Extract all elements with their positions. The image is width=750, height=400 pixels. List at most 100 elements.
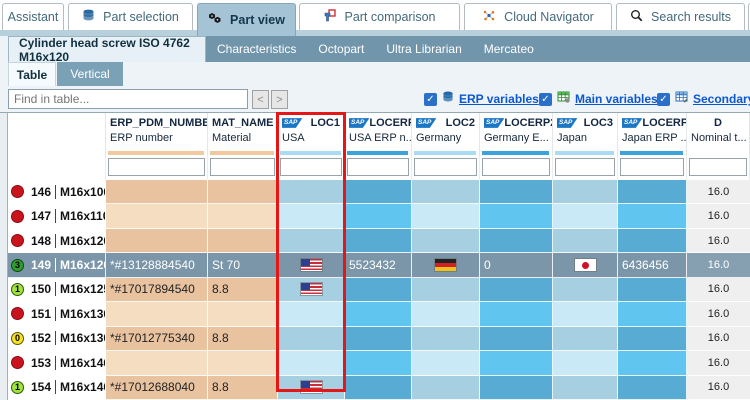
- loc2-cell[interactable]: [412, 375, 480, 400]
- header-locerp3[interactable]: SAPLOCERP3 Japan ERP ...: [618, 113, 687, 156]
- locerp2-cell[interactable]: [480, 326, 553, 352]
- locerp3-cell[interactable]: [618, 204, 687, 229]
- material-cell[interactable]: St 70: [208, 253, 278, 278]
- loc3-cell[interactable]: [553, 277, 618, 303]
- header-d[interactable]: D Nominal t...: [687, 113, 750, 156]
- tab-search-results[interactable]: Search results: [616, 3, 745, 30]
- menu-octopart[interactable]: Octopart: [318, 42, 365, 56]
- d-cell[interactable]: 16.0: [687, 302, 750, 327]
- loc3-cell[interactable]: [553, 204, 618, 229]
- loc2-cell[interactable]: [412, 351, 480, 376]
- locerp2-cell[interactable]: [480, 180, 553, 205]
- erp-number-cell[interactable]: *#17012775340: [106, 326, 208, 352]
- loc1-cell[interactable]: [278, 228, 345, 254]
- loc2-cell[interactable]: [412, 180, 480, 205]
- material-cell[interactable]: [208, 204, 278, 229]
- active-document-tab[interactable]: Cylinder head screw ISO 4762 M16x120: [8, 36, 206, 64]
- loc2-cell[interactable]: [412, 253, 480, 278]
- locerp1-cell[interactable]: [345, 277, 412, 303]
- header-locerp1[interactable]: SAPLOCERP1 USA ERP n...: [345, 113, 412, 156]
- locerp2-cell[interactable]: [480, 351, 553, 376]
- locerp2-cell[interactable]: [480, 204, 553, 229]
- locerp2-cell[interactable]: [480, 302, 553, 327]
- locerp3-cell[interactable]: [618, 302, 687, 327]
- locerp1-cell[interactable]: [345, 375, 412, 400]
- loc1-cell[interactable]: [278, 277, 345, 303]
- filter-input-mat-name[interactable]: [210, 158, 275, 176]
- header-loc2[interactable]: SAP LOC2 Germany: [412, 113, 480, 156]
- find-next-button[interactable]: >: [271, 90, 288, 109]
- loc1-cell[interactable]: [278, 326, 345, 352]
- filter-input-locerp2[interactable]: [482, 158, 550, 176]
- loc1-cell[interactable]: [278, 253, 345, 278]
- find-in-table-input[interactable]: [8, 89, 248, 109]
- material-cell[interactable]: [208, 228, 278, 254]
- locerp1-cell[interactable]: [345, 302, 412, 327]
- row-label-cell[interactable]: 146 M16x100: [8, 180, 106, 205]
- main-variables-checkbox[interactable]: ✓: [539, 92, 552, 106]
- tab-part-view[interactable]: Part view: [197, 3, 296, 36]
- locerp3-cell[interactable]: [618, 180, 687, 205]
- secondary-variables-checkbox[interactable]: ✓: [657, 92, 670, 106]
- erp-number-cell[interactable]: [106, 204, 208, 229]
- main-variables-link[interactable]: Main variables: [575, 92, 658, 106]
- locerp2-cell[interactable]: [480, 277, 553, 303]
- loc2-cell[interactable]: [412, 277, 480, 303]
- filter-input-locerp3[interactable]: [620, 158, 684, 176]
- erp-number-cell[interactable]: [106, 302, 208, 327]
- header-loc1[interactable]: SAP LOC1 USA: [278, 113, 345, 156]
- locerp1-cell[interactable]: [345, 228, 412, 254]
- locerp3-cell[interactable]: [618, 375, 687, 400]
- tab-part-selection[interactable]: Part selection: [68, 3, 193, 30]
- locerp1-cell[interactable]: [345, 204, 412, 229]
- header-mat-name[interactable]: MAT_NAME Material: [208, 113, 278, 156]
- header-loc3[interactable]: SAP LOC3 Japan: [553, 113, 618, 156]
- locerp2-cell[interactable]: 0: [480, 253, 553, 278]
- d-cell[interactable]: 16.0: [687, 180, 750, 205]
- secondary-variables-link[interactable]: Secondary varia: [693, 92, 750, 106]
- locerp1-cell[interactable]: [345, 351, 412, 376]
- filter-input-d[interactable]: [689, 158, 747, 176]
- filter-input-locerp1[interactable]: [347, 158, 409, 176]
- material-cell[interactable]: 8.8: [208, 375, 278, 400]
- loc1-cell[interactable]: [278, 302, 345, 327]
- filter-input-loc1[interactable]: [280, 158, 342, 176]
- tab-part-comparison[interactable]: Part comparison: [299, 3, 460, 30]
- locerp3-cell[interactable]: [618, 326, 687, 352]
- filter-input-loc3[interactable]: [555, 158, 615, 176]
- loc2-cell[interactable]: [412, 302, 480, 327]
- d-cell[interactable]: 16.0: [687, 351, 750, 376]
- row-label-cell[interactable]: 153 M16x140: [8, 351, 106, 376]
- locerp1-cell[interactable]: 5523432: [345, 253, 412, 278]
- d-cell[interactable]: 16.0: [687, 228, 750, 254]
- d-cell[interactable]: 16.0: [687, 326, 750, 352]
- locerp3-cell[interactable]: [618, 277, 687, 303]
- row-label-cell[interactable]: 151 M16x130: [8, 302, 106, 327]
- locerp2-cell[interactable]: [480, 228, 553, 254]
- tab-cloud-navigator[interactable]: Cloud Navigator: [464, 3, 612, 30]
- row-label-cell[interactable]: 1 150 M16x125: [8, 277, 106, 303]
- tab-vertical-view[interactable]: Vertical: [57, 62, 123, 86]
- menu-characteristics[interactable]: Characteristics: [217, 42, 297, 56]
- loc1-cell[interactable]: [278, 180, 345, 205]
- d-cell[interactable]: 16.0: [687, 375, 750, 400]
- loc3-cell[interactable]: [553, 180, 618, 205]
- locerp2-cell[interactable]: [480, 375, 553, 400]
- menu-ultra-librarian[interactable]: Ultra Librarian: [386, 42, 462, 56]
- locerp1-cell[interactable]: [345, 180, 412, 205]
- d-cell[interactable]: 16.0: [687, 277, 750, 303]
- loc2-cell[interactable]: [412, 326, 480, 352]
- material-cell[interactable]: [208, 302, 278, 327]
- material-cell[interactable]: 8.8: [208, 326, 278, 352]
- loc3-cell[interactable]: [553, 351, 618, 376]
- tab-table-view[interactable]: Table: [8, 62, 56, 86]
- locerp1-cell[interactable]: [345, 326, 412, 352]
- erp-number-cell[interactable]: [106, 228, 208, 254]
- row-label-cell[interactable]: 1 154 M16x140: [8, 375, 106, 400]
- row-label-cell[interactable]: 3 149 M16x120: [8, 253, 106, 278]
- loc1-cell[interactable]: [278, 204, 345, 229]
- loc3-cell[interactable]: [553, 228, 618, 254]
- header-locerp2[interactable]: SAP LOCERP2 Germany E...: [480, 113, 553, 156]
- header-erp-pdm-number[interactable]: ERP_PDM_NUMBER ERP number: [106, 113, 208, 156]
- filter-input-erp-pdm-number[interactable]: [108, 158, 205, 176]
